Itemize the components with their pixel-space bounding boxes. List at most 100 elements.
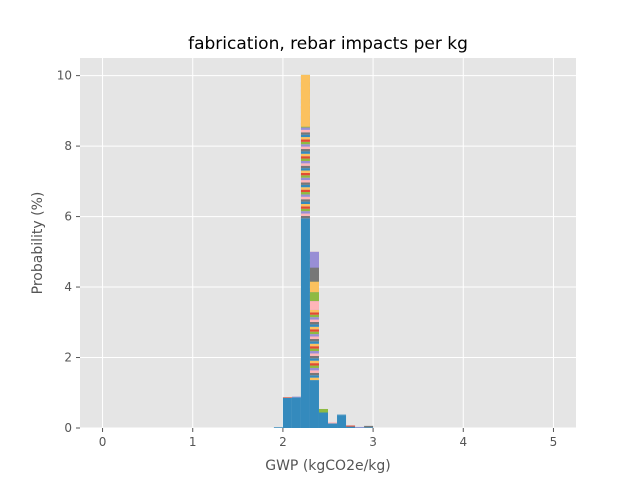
stacked-bar-segment — [309, 338, 319, 342]
histogram-bars — [273, 74, 374, 428]
stacked-bar-segment — [309, 360, 319, 364]
y-tick-label: 10 — [57, 69, 72, 83]
x-tick-label: 1 — [189, 435, 197, 449]
stacked-bar-segment — [309, 372, 319, 376]
histogram-bar — [300, 218, 310, 428]
stacked-bar-segment — [273, 427, 283, 428]
stacked-bar-segment — [300, 156, 310, 159]
stacked-bar-segment — [300, 194, 310, 197]
stacked-bar-segment — [309, 375, 319, 378]
stacked-bar-segment — [300, 158, 310, 161]
stacked-bar-segment — [300, 139, 310, 142]
stacked-bar-segment — [300, 141, 310, 145]
stacked-bar-segment — [309, 334, 319, 337]
stacked-bar-segment — [300, 129, 310, 133]
stacked-bar-segment — [300, 187, 310, 190]
stacked-bar-segment — [300, 132, 310, 135]
stacked-bar-segment — [309, 353, 319, 356]
y-tick-label: 8 — [64, 139, 72, 153]
stacked-bar-segment — [300, 151, 310, 154]
stacked-bar-segment — [300, 182, 310, 185]
stacked-bar-segment — [309, 267, 319, 282]
stacked-bar-segment — [300, 127, 310, 130]
stacked-bar-segment — [300, 196, 310, 200]
grid-lines — [80, 58, 576, 429]
stacked-bar-segment — [282, 397, 292, 398]
stacked-bar-segment — [309, 358, 319, 361]
x-tick-label: 4 — [459, 435, 467, 449]
stacked-bar-segment — [300, 175, 310, 178]
stacked-bar-segment — [300, 206, 310, 209]
stacked-bar-segment — [300, 74, 310, 127]
stacked-bar-segment — [309, 312, 319, 315]
stacked-bar-segment — [355, 426, 365, 428]
stacked-bar-segment — [309, 343, 319, 347]
stacked-bar-segment — [300, 177, 310, 181]
stacked-bar-segment — [346, 425, 356, 427]
axis-ticks: 0 1 2 3 4 5 0 2 4 6 8 10 — [57, 69, 558, 449]
stacked-bar-segment — [300, 168, 310, 171]
stacked-bar-segment — [300, 146, 310, 150]
histogram-bar — [291, 397, 301, 428]
stacked-bar-segment — [337, 414, 347, 416]
stacked-bar-segment — [309, 309, 319, 313]
stacked-bar-segment — [309, 314, 319, 318]
x-tick-label: 0 — [99, 435, 107, 449]
stacked-bar-segment — [309, 301, 319, 310]
stacked-bar-segment — [309, 331, 319, 335]
stacked-bar-segment — [309, 329, 319, 332]
y-tick-label: 0 — [64, 421, 72, 435]
histogram-bar — [328, 423, 338, 428]
stacked-bar-segment — [309, 251, 319, 268]
stacked-bar-segment — [300, 160, 310, 164]
x-tick-label: 3 — [369, 435, 377, 449]
stacked-bar-segment — [291, 396, 301, 398]
stacked-bar-segment — [309, 351, 319, 354]
stacked-bar-segment — [309, 321, 319, 325]
stacked-bar-segment — [300, 184, 310, 188]
stacked-bar-segment — [309, 341, 319, 344]
stacked-bar-segment — [309, 281, 319, 293]
stacked-bar-segment — [309, 292, 319, 302]
y-tick-label: 4 — [64, 280, 72, 294]
stacked-bar-segment — [300, 163, 310, 166]
stacked-bar-segment — [309, 336, 319, 339]
y-tick-label: 6 — [64, 210, 72, 224]
plot-background — [80, 58, 576, 428]
stacked-bar-segment — [300, 137, 310, 140]
stacked-bar-segment — [309, 363, 319, 366]
stacked-bar-segment — [300, 180, 310, 183]
x-axis-label: GWP (kgCO2e/kg) — [265, 458, 391, 474]
stacked-bar-segment — [300, 165, 310, 169]
stacked-bar-segment — [309, 348, 319, 352]
histogram-bar — [282, 397, 292, 428]
stacked-bar-segment — [318, 408, 328, 413]
stacked-bar-segment — [300, 172, 310, 176]
stacked-bar-segment — [300, 201, 310, 204]
stacked-bar-segment — [309, 355, 319, 359]
stacked-bar-segment — [300, 215, 310, 219]
histogram-bar — [364, 427, 374, 428]
stacked-bar-segment — [300, 170, 310, 173]
stacked-bar-segment — [309, 324, 319, 327]
x-tick-label: 2 — [279, 435, 287, 449]
stacked-bar-segment — [309, 370, 319, 373]
stacked-bar-segment — [309, 319, 319, 322]
stacked-bar-segment — [300, 211, 310, 214]
stacked-bar-segment — [300, 199, 310, 202]
chart-title: fabrication, rebar impacts per kg — [188, 34, 468, 54]
stacked-bar-segment — [300, 208, 310, 212]
y-tick-label: 2 — [64, 351, 72, 365]
stacked-bar-segment — [364, 425, 374, 428]
stacked-bar-segment — [300, 203, 310, 207]
stacked-bar-segment — [300, 213, 310, 216]
histogram-bar — [337, 415, 347, 428]
stacked-bar-segment — [300, 192, 310, 195]
histogram-bar — [346, 426, 356, 428]
stacked-bar-segment — [300, 153, 310, 157]
stacked-bar-segment — [328, 422, 338, 424]
stacked-bar-segment — [309, 377, 319, 381]
stacked-bar-segment — [300, 189, 310, 193]
histogram-bar — [309, 380, 319, 428]
